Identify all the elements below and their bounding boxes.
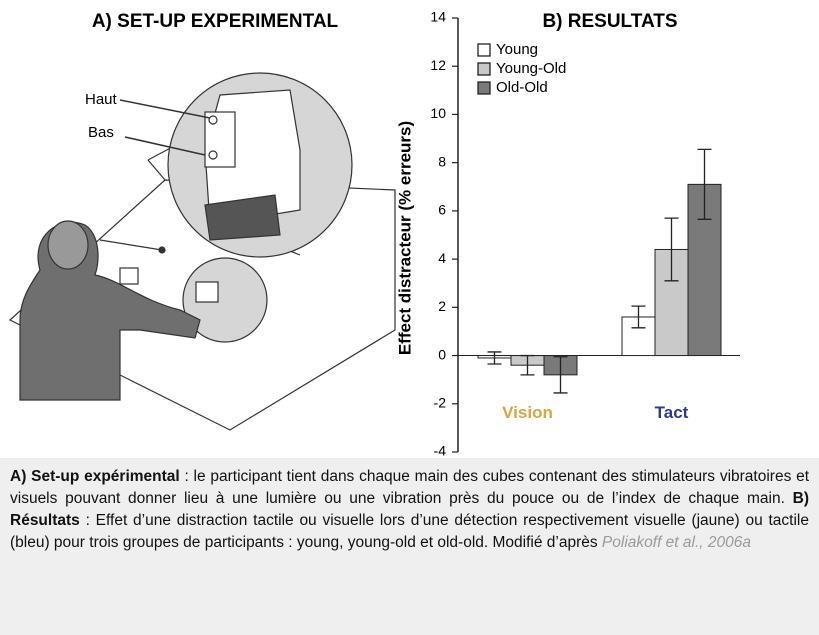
panel-a-title: A) SET-UP EXPERIMENTAL [92,11,339,32]
y-tick-label: 14 [430,9,446,25]
y-tick-label: 0 [438,346,446,362]
label-bottom: Bas [88,124,114,141]
y-tick-label: 2 [438,298,446,314]
citation: Poliakoff et al., 2006a [602,534,751,551]
chart-title: B) RESULTATS [542,11,677,32]
label-top: Haut [85,91,118,108]
y-tick-label: 8 [438,153,446,169]
category-label: Tact [655,403,689,422]
legend-label: Young [496,41,538,58]
y-tick-label: 4 [438,250,446,266]
y-tick-label: 12 [430,57,446,73]
caption: A) Set-up expérimental : le participant … [0,458,819,635]
y-tick-label: -2 [434,394,447,410]
category-label: Vision [502,403,553,422]
legend-swatch [478,82,490,94]
figure: A) SET-UP EXPERIMENTAL Haut Bas B) RESUL… [0,0,819,458]
legend-swatch [478,44,490,56]
legend-label: Young-Old [496,60,566,77]
legend-label: Old-Old [496,79,548,96]
y-tick-label: 10 [430,105,446,121]
page: A) SET-UP EXPERIMENTAL Haut Bas B) RESUL… [0,0,819,635]
caption-a-label: A) Set-up expérimental [10,468,180,485]
legend-swatch [478,63,490,75]
y-tick-label: -4 [434,443,447,458]
y-axis-label: Effect distracteur (% erreurs) [395,121,414,355]
y-tick-label: 6 [438,202,446,218]
illustration [10,73,395,430]
